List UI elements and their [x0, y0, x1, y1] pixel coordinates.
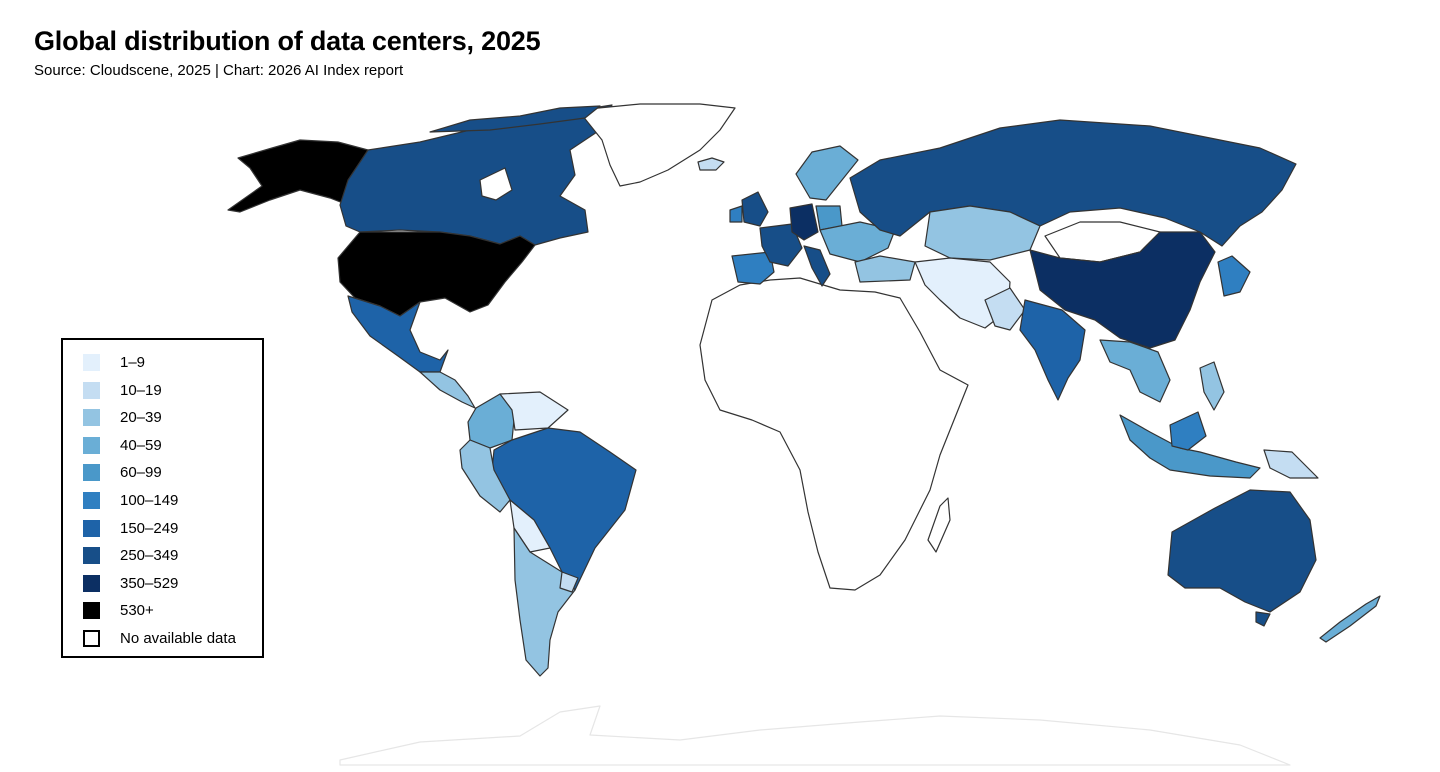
- region-central-america: [419, 371, 476, 409]
- region-africa: [699, 277, 969, 591]
- region-arctic-islands: [429, 105, 601, 133]
- legend-item: 530+: [83, 600, 154, 620]
- legend-item: 250–349: [83, 545, 178, 565]
- legend-swatch: [83, 491, 100, 509]
- region-peru: [459, 439, 511, 513]
- legend-item: 40–59: [83, 435, 162, 455]
- region-ireland: [729, 205, 743, 223]
- region-bolivia: [509, 499, 551, 553]
- region-china: [1029, 231, 1216, 349]
- legend-swatch: [83, 436, 100, 454]
- legend-label: No available data: [120, 629, 236, 647]
- region-antarctica: [339, 705, 1291, 766]
- legend-item: 1–9: [83, 352, 145, 372]
- region-india: [1019, 299, 1086, 401]
- legend-label: 100–149: [120, 491, 179, 509]
- legend-swatch: [83, 408, 100, 426]
- legend-item: No available data: [83, 628, 236, 648]
- legend-label: 350–529: [120, 574, 179, 592]
- region-baffin-lake: [479, 167, 513, 201]
- legend-label: 10–19: [120, 381, 162, 399]
- legend-label: 20–39: [120, 408, 162, 426]
- region-usa: [337, 231, 536, 317]
- legend-label: 150–249: [120, 519, 179, 537]
- region-mexico: [347, 295, 449, 373]
- region-uruguay: [559, 571, 579, 593]
- region-madagascar: [927, 497, 951, 553]
- legend-item: 150–249: [83, 518, 178, 538]
- region-iberia: [731, 251, 775, 285]
- legend-label: 1–9: [120, 353, 146, 371]
- region-australia: [1167, 489, 1317, 613]
- region-scandinavia: [795, 145, 859, 201]
- region-borneo: [1169, 411, 1207, 451]
- legend-item: 350–529: [83, 573, 178, 593]
- region-turkey: [854, 255, 916, 283]
- region-tasmania: [1255, 611, 1271, 627]
- legend-item: 60–99: [83, 462, 162, 482]
- region-argentina: [513, 527, 576, 677]
- legend-item: 10–19: [83, 380, 162, 400]
- region-korea-japan: [1217, 255, 1251, 297]
- legend-swatch: [83, 574, 100, 592]
- region-png: [1263, 449, 1319, 479]
- legend-label: 250–349: [120, 546, 179, 564]
- region-southeast-asia: [1099, 339, 1171, 403]
- legend-swatch: [83, 601, 100, 619]
- legend-item: 20–39: [83, 407, 162, 427]
- region-pakistan: [984, 287, 1026, 331]
- region-alaska: [227, 139, 369, 213]
- legend-label: 530+: [120, 601, 154, 619]
- region-greenland: [577, 103, 736, 187]
- legend-swatch: [83, 629, 100, 647]
- legend-swatch: [83, 353, 100, 371]
- region-italy: [803, 245, 831, 287]
- region-uk: [741, 191, 769, 227]
- region-new-zealand: [1319, 595, 1381, 643]
- legend-label: 60–99: [120, 463, 162, 481]
- legend-label: 40–59: [120, 436, 162, 454]
- region-iceland: [697, 157, 725, 171]
- legend-swatch: [83, 546, 100, 564]
- region-germany: [789, 203, 819, 241]
- legend: 1–9 10–19 20–39 40–59 60–99 100–149 150–…: [61, 338, 264, 658]
- legend-swatch: [83, 463, 100, 481]
- legend-swatch: [83, 519, 100, 537]
- region-east-europe: [819, 221, 896, 263]
- map-subtitle: Source: Cloudscene, 2025 | Chart: 2026 A…: [34, 62, 404, 79]
- legend-item: 100–149: [83, 490, 178, 510]
- region-philippines: [1199, 361, 1225, 411]
- map-title: Global distribution of data centers, 202…: [34, 26, 541, 56]
- legend-swatch: [83, 381, 100, 399]
